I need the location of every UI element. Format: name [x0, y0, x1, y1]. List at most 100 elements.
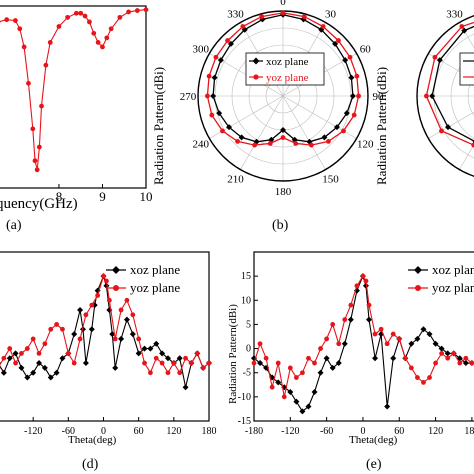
panel-e-series-1-point: [354, 283, 360, 289]
panel-e-series-1-point: [439, 351, 445, 356]
polar-series-1-point: [336, 38, 341, 43]
panel-a-series-0-point: [21, 44, 27, 50]
panel-e-series-1-point: [378, 326, 384, 332]
panel-d-series-1-point: [7, 346, 13, 351]
panel-d-series-1-point: [42, 341, 48, 347]
polar-series-1-point: [280, 10, 286, 16]
polar-series-1-point: [351, 112, 357, 118]
panel-e-series-1-point: [451, 351, 457, 356]
panel-d-series-1-point: [165, 370, 171, 376]
polar-series-0-point: [321, 134, 328, 141]
panel-e-series-1-point: [336, 341, 342, 347]
polar-series-1-point: [459, 24, 465, 29]
legend-d-yoz-label: yoz plane: [130, 280, 180, 295]
panel-e-series-1-point: [287, 365, 293, 371]
panel-d-series-1-point: [183, 355, 188, 361]
polar-series-0-point: [217, 57, 224, 64]
panel-d-series-1-point: [136, 336, 142, 342]
panel-d-series-1-point: [19, 351, 24, 356]
x-tick-label: 120: [166, 426, 181, 437]
polar-series-0-point: [343, 110, 350, 117]
y-tick-label: -15: [238, 416, 251, 427]
polar-series-0-point: [226, 124, 233, 131]
panel-d-series-1-point: [112, 336, 118, 342]
panel-d-series-0-point: [24, 374, 31, 381]
panel-d-series-1-point: [1, 355, 7, 361]
panel-e-series-1-point: [300, 370, 305, 376]
panel-e-series-1-point: [372, 331, 378, 337]
panel-e-series-1-point: [402, 355, 408, 361]
polar-angle-label: 0: [280, 0, 286, 8]
legend-b-yoz-marker: [253, 74, 259, 80]
panel-e-series-0-point: [426, 331, 433, 338]
panel-e-series-1-point: [251, 360, 257, 366]
panel-a-label: (a): [6, 218, 22, 233]
polar-grid-spoke: [459, 22, 474, 49]
panel-d-series-0-point: [123, 316, 130, 323]
polar-grid-spoke: [240, 95, 284, 170]
x-tick-label: 60: [394, 426, 404, 437]
panel-e: Radiation Pattern(dBi) -180 -120 -60 0 60 120…: [227, 251, 474, 472]
panel-d-series-1-point: [194, 351, 200, 356]
panel-d-series-1-point: [118, 307, 124, 313]
panel-d-series-0-point: [164, 355, 171, 362]
panel-d-series-1-point: [101, 273, 106, 279]
polar-series-1-point: [280, 135, 286, 140]
y-tick-label: -10: [238, 392, 251, 403]
panel-d-series-0-point: [182, 384, 189, 391]
panel-a-series-0-point: [30, 126, 36, 132]
polar-series-0-point: [461, 27, 468, 34]
polar-series-1-point: [293, 141, 299, 146]
panel-a-series-0-line: [0, 9, 147, 170]
panel-d-series-0-point: [153, 340, 160, 347]
panel-e-series-1-point: [360, 273, 366, 279]
legend-b-xoz-label: xoz plane: [266, 56, 309, 68]
x-tick-label: 9: [99, 189, 106, 204]
panel-e-label: (e): [366, 457, 382, 472]
x-tick-label: 8: [56, 189, 63, 204]
polar-series-0-point: [216, 110, 223, 117]
legend-e-xoz-marker: [414, 266, 422, 274]
panel-d-series-0-point: [6, 355, 13, 362]
panel-a-series-0-point: [34, 167, 40, 173]
panel-e-series-1-point: [445, 355, 451, 361]
polar-series-0-point: [333, 124, 340, 131]
polar-series-1-point: [356, 93, 361, 99]
panel-e-series-1-point: [257, 341, 263, 347]
x-tick-label: -180: [245, 426, 263, 437]
panel-e-series-0-point: [384, 403, 391, 410]
polar-series-1-point: [320, 24, 326, 29]
panel-d-series-0-point: [82, 360, 89, 367]
panel-d-series-0-point: [53, 369, 60, 376]
polar-series-1-point: [267, 141, 273, 146]
panel-d-series-0-point: [159, 350, 166, 357]
polar-series-1-point: [235, 139, 240, 144]
panel-c-polar-plot: 330: [416, 9, 474, 177]
panel-e-x-ticks: -180 -120 -60 0 60 120 180: [245, 417, 474, 437]
polar-grid-spoke: [459, 143, 474, 170]
panel-a-series-0-point: [78, 10, 84, 16]
panel-e-frame: [253, 251, 474, 422]
y-tick-label: 0: [246, 344, 251, 355]
panel-e-series-0-point: [287, 389, 294, 396]
panel-a-series-0-point: [104, 35, 110, 41]
panel-e-series-0-point: [462, 360, 469, 367]
legend-e-yoz-marker: [415, 285, 421, 291]
panel-e-series-0-point: [293, 398, 300, 405]
panel-d: -120 -60 0 60 120 180 Theta(deg) xoz plane yo…: [0, 251, 217, 472]
panel-e-series-1-point: [269, 384, 275, 390]
panel-e-series-1-point: [342, 317, 348, 322]
panel-e-series-0-point: [408, 340, 415, 347]
panel-e-series-1-point: [281, 394, 287, 400]
panel-e-series-0-point: [335, 360, 342, 367]
panel-e-series-0-point: [362, 282, 369, 289]
polar-series-1-point: [259, 14, 265, 20]
polar-series-1-point: [225, 38, 230, 43]
polar-angle-label: 90: [373, 91, 385, 103]
panel-d-series-0-point: [36, 360, 43, 367]
x-tick-label: -120: [24, 426, 42, 437]
panel-e-series-1-point: [275, 360, 281, 366]
polar-series-0-point: [445, 124, 452, 131]
panel-d-series-0-point: [88, 326, 95, 333]
x-tick-label: 0: [101, 426, 106, 437]
